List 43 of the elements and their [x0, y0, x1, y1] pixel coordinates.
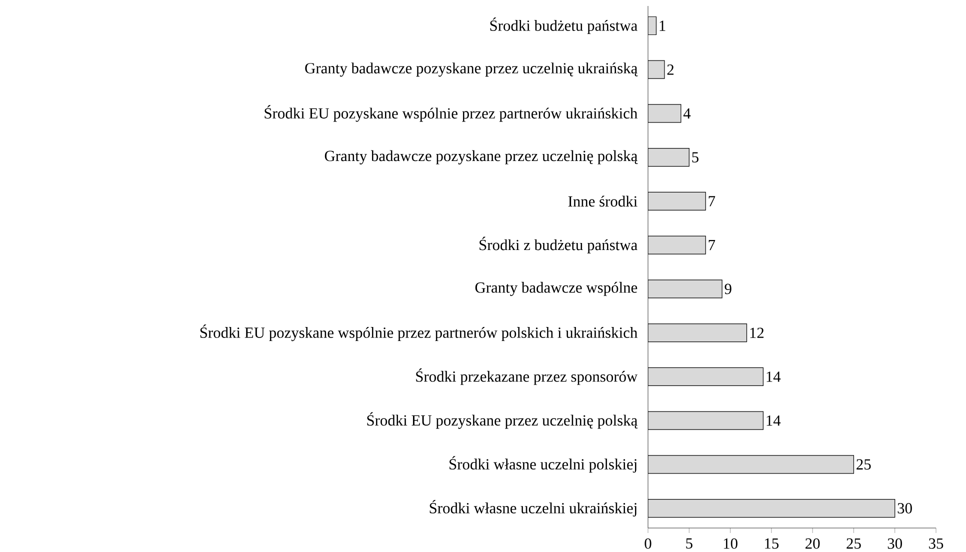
- x-tick-label: 10: [724, 538, 738, 549]
- y-tick-label: Środki własne uczelni polskiej: [450, 456, 636, 473]
- data-label: 12: [750, 328, 764, 338]
- y-tick-label: Środki EU pozyskane wspólnie przez partnerów polskich i ukraińskich: [200, 324, 638, 342]
- data-label: 25: [856, 459, 871, 470]
- data-label: 5: [692, 152, 698, 162]
- data-label: 30: [898, 503, 912, 514]
- x-tick-label: 35: [929, 538, 944, 549]
- bar: [648, 192, 706, 211]
- bar: [648, 324, 748, 342]
- bar: [648, 498, 896, 518]
- y-tick-label: Środki EU pozyskane wspólnie przez partnerów ukraińskich: [264, 105, 638, 122]
- bar: [648, 455, 854, 474]
- bar: [648, 60, 665, 79]
- data-label: 4: [683, 108, 691, 119]
- y-tick-label: Środki budżetu państwa: [490, 17, 638, 34]
- x-tick-label: 20: [806, 538, 820, 549]
- data-label: 14: [766, 415, 781, 426]
- y-tick-label: Inne środki: [568, 196, 638, 207]
- y-tick-label: Środki własne uczelni ukraińskiej: [430, 500, 636, 517]
- data-label: 14: [766, 372, 781, 382]
- bar: [648, 148, 690, 167]
- bar: [648, 367, 764, 386]
- data-label: 7: [708, 196, 716, 206]
- data-label: 9: [724, 284, 732, 294]
- x-tick-label: 0: [644, 538, 652, 549]
- data-label: 2: [667, 64, 674, 75]
- data-label: 1: [660, 20, 666, 31]
- x-tick-label: 5: [686, 538, 692, 549]
- y-tick-label: Granty badawcze wspólne: [475, 282, 638, 296]
- y-tick-label: Środki z budżetu państwa: [480, 236, 638, 254]
- bar: [648, 236, 706, 254]
- x-tick-label: 15: [765, 538, 779, 549]
- y-tick-label: Środki EU pozyskane przez uczelnię polską: [367, 412, 638, 429]
- data-label: 7: [708, 240, 716, 250]
- bar: [648, 411, 764, 430]
- x-tick-label: 25: [846, 538, 861, 549]
- y-tick-label: Środki przekazane przez sponsorów: [416, 368, 638, 385]
- bar: [648, 280, 722, 298]
- x-tick-label: 30: [888, 538, 902, 549]
- y-tick-label: Granty badawcze pozyskane przez uczelnię polską: [324, 150, 638, 164]
- y-tick-label: Granty badawcze pozyskane przez uczelnię ukraińską: [305, 62, 638, 77]
- bar: [648, 104, 682, 123]
